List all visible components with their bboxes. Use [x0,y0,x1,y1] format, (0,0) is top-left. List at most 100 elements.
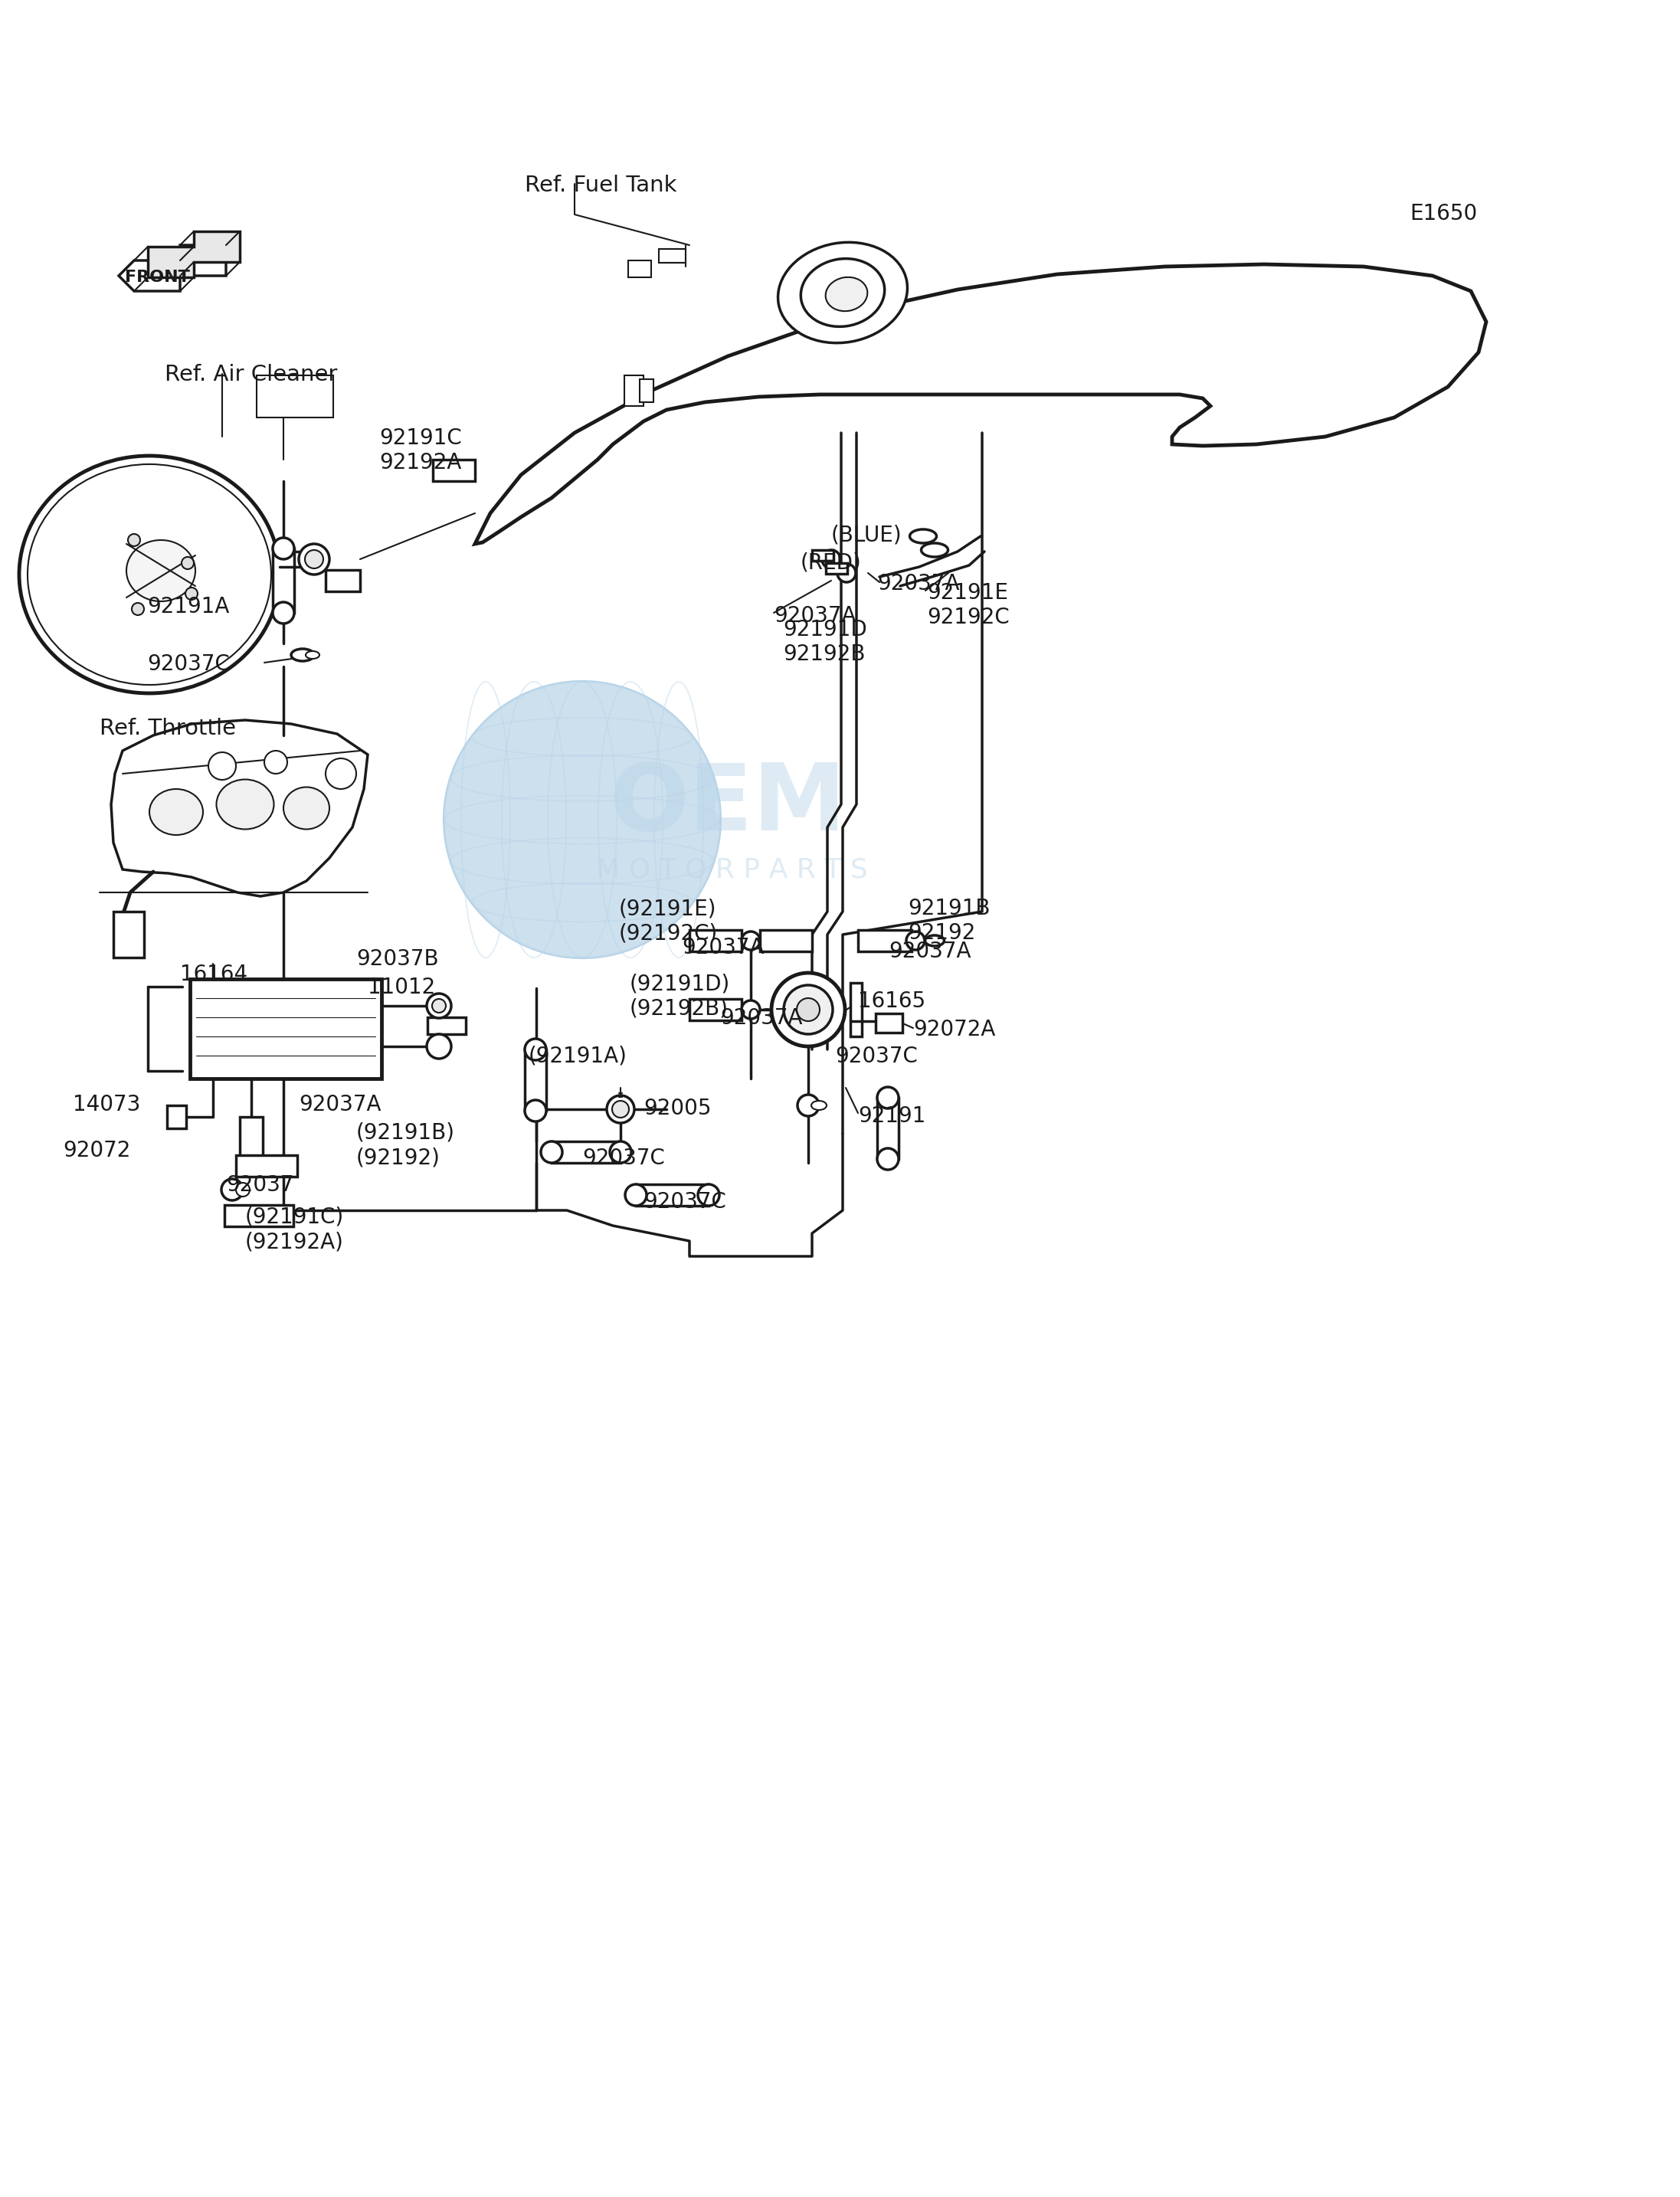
Circle shape [264,751,287,773]
Bar [524,1050,546,1112]
Text: 92037A: 92037A [682,936,764,958]
Circle shape [432,1000,445,1013]
Circle shape [877,1149,899,1169]
Text: 92191A: 92191A [148,595,230,617]
Circle shape [444,681,721,958]
Text: 92037A: 92037A [889,940,971,962]
Circle shape [427,993,452,1017]
Bar [225,1204,294,1226]
Circle shape [877,1088,899,1109]
Text: 14073: 14073 [72,1094,141,1116]
Polygon shape [475,264,1487,545]
Bar [166,1105,186,1129]
Ellipse shape [27,464,270,685]
Circle shape [697,1184,719,1206]
Polygon shape [119,246,227,290]
Circle shape [208,751,235,780]
Bar [190,980,381,1079]
Circle shape [185,587,198,600]
Bar [858,929,912,951]
Circle shape [822,549,840,569]
Ellipse shape [909,529,936,543]
Circle shape [606,1096,635,1123]
Text: Ref. Air Cleaner: Ref. Air Cleaner [165,365,338,384]
Text: (RED): (RED) [801,551,862,573]
Text: M O T O R P A R T S: M O T O R P A R T S [596,857,869,883]
Circle shape [741,932,759,949]
Bar [240,1116,262,1162]
Circle shape [610,1142,632,1162]
Bar [640,380,654,402]
Text: 92037A: 92037A [299,1094,381,1116]
Text: (BLUE): (BLUE) [832,525,902,547]
Bar [235,1156,297,1178]
Circle shape [222,1180,244,1200]
Bar [811,549,833,560]
Text: (92191A): (92191A) [529,1046,627,1068]
Text: FRONT: FRONT [124,270,190,286]
Circle shape [272,602,294,624]
Ellipse shape [18,455,279,694]
Circle shape [798,1094,818,1116]
Text: 92191: 92191 [858,1105,926,1127]
Circle shape [771,973,845,1046]
Ellipse shape [801,259,885,327]
Text: 92037C: 92037C [643,1191,726,1213]
Circle shape [444,681,721,958]
Ellipse shape [921,543,948,556]
Circle shape [796,997,820,1022]
Bar [689,929,741,951]
Circle shape [783,984,833,1035]
Text: (92191C)
(92192A): (92191C) (92192A) [245,1206,344,1252]
Bar [272,549,294,613]
Ellipse shape [811,1101,827,1109]
Text: 92037A: 92037A [721,1008,803,1028]
Bar [628,261,652,277]
Circle shape [299,545,329,576]
Text: 92037: 92037 [227,1175,294,1195]
Text: 92037C: 92037C [835,1046,917,1068]
Text: 16164: 16164 [180,964,247,984]
Text: (92191E)
(92192C): (92191E) (92192C) [618,899,717,945]
Circle shape [524,1101,546,1120]
Ellipse shape [150,789,203,835]
Bar [827,562,847,573]
Text: 92191C
92192A: 92191C 92192A [380,428,462,475]
Circle shape [612,1101,628,1118]
Text: 92037C: 92037C [148,653,230,674]
Bar [113,912,144,958]
Text: 92037A: 92037A [877,573,959,595]
Ellipse shape [825,277,867,312]
Ellipse shape [778,242,907,343]
Bar [326,569,360,591]
Text: 92037B: 92037B [356,949,438,969]
Text: E1650: E1650 [1410,202,1477,224]
Bar [850,982,862,1037]
Bar [635,1184,709,1206]
Text: 11012: 11012 [368,978,435,997]
Text: 92072: 92072 [62,1140,131,1162]
Text: 92191B
92192: 92191B 92192 [907,899,990,945]
Circle shape [131,602,144,615]
Bar [759,929,811,951]
Text: (92191D)
(92192B): (92191D) (92192B) [630,973,731,1019]
Circle shape [427,1035,452,1059]
Text: 92191D
92192B: 92191D 92192B [783,620,867,666]
Text: Ref. Fuel Tank: Ref. Fuel Tank [524,174,677,196]
Circle shape [524,1039,546,1061]
Text: 92037C: 92037C [583,1147,665,1169]
Text: OEM: OEM [610,760,847,850]
Ellipse shape [291,648,314,661]
Text: Ref. Throttle: Ref. Throttle [99,718,235,738]
Circle shape [625,1184,647,1206]
Ellipse shape [217,780,274,828]
Text: 92072A: 92072A [914,1019,996,1041]
Ellipse shape [284,787,329,828]
Bar [257,376,333,417]
Circle shape [541,1142,563,1162]
Bar [551,1142,620,1162]
Bar [877,1098,899,1160]
Ellipse shape [306,650,319,659]
Text: 16165: 16165 [858,991,926,1013]
Bar [433,459,475,481]
